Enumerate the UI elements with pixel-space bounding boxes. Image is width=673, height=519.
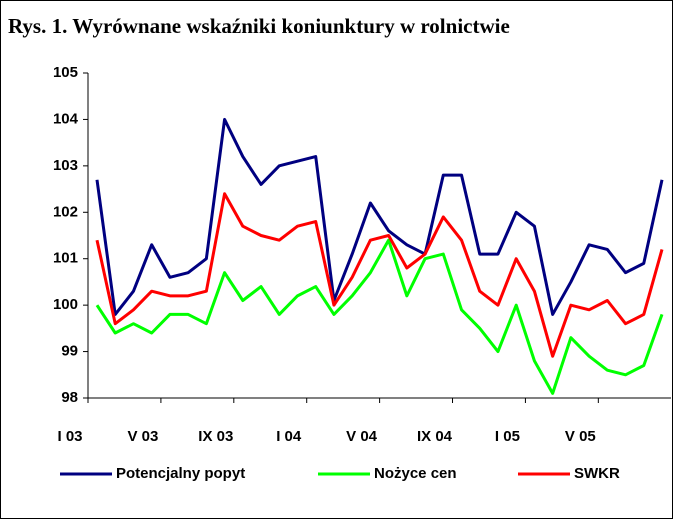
x-tick-label: V 04	[346, 428, 378, 445]
x-tick-label: IX 04	[417, 428, 453, 445]
legend-label: Nożyce cen	[374, 465, 457, 482]
y-tick-label: 105	[53, 64, 78, 81]
series-line	[95, 238, 664, 395]
x-tick-label: I 03	[57, 428, 82, 445]
chart-title: Rys. 1. Wyrównane wskaźniki koniunktury …	[8, 14, 510, 38]
x-tick-label: I 05	[495, 428, 520, 445]
y-tick-label: 103	[53, 157, 78, 174]
legend-label: SWKR	[574, 465, 620, 482]
series-line	[95, 117, 664, 316]
x-tick-label: V 03	[127, 428, 158, 445]
y-tick-label: 101	[53, 250, 78, 267]
y-tick-label: 104	[53, 110, 79, 127]
y-tick-label: 102	[53, 203, 78, 220]
y-tick-label: 98	[61, 389, 78, 406]
y-tick-label: 100	[53, 296, 78, 313]
y-tick-label: 99	[61, 343, 78, 360]
series-line	[95, 192, 664, 358]
x-tick-label: I 04	[276, 428, 302, 445]
legend-label: Potencjalny popyt	[116, 465, 245, 482]
x-tick-label: V 05	[565, 428, 596, 445]
x-tick-label: IX 03	[198, 428, 233, 445]
legend: Potencjalny popyt Nożyce cen SWKR	[60, 465, 620, 482]
